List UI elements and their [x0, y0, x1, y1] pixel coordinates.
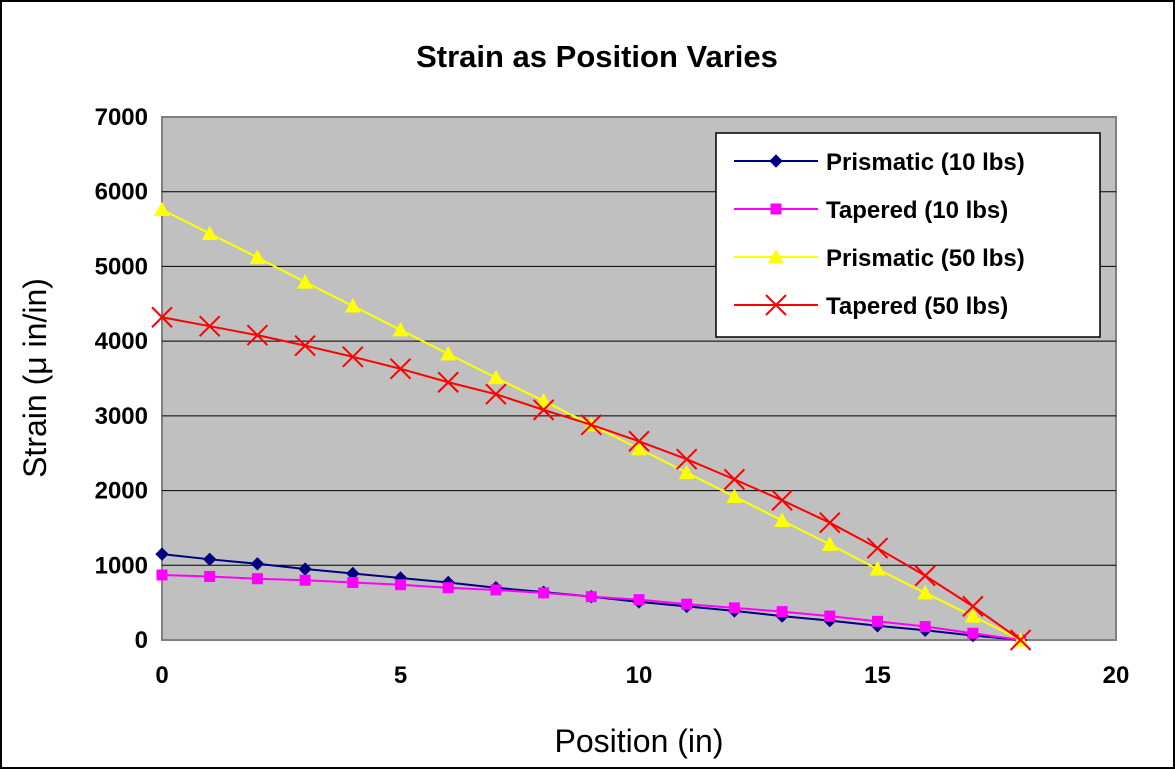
data-point — [1009, 629, 1032, 651]
data-point — [249, 249, 266, 264]
y-tick-label: 5000 — [95, 253, 148, 280]
x-tick-label: 0 — [155, 662, 168, 689]
data-point — [532, 399, 555, 421]
x-tick-label: 15 — [864, 662, 891, 689]
data-point — [395, 579, 406, 591]
data-point — [585, 591, 597, 603]
x-axis-label: Position (in) — [555, 723, 724, 759]
y-axis-ticks: 0 1000 2000 3000 4000 5000 6000 7000 — [95, 104, 148, 654]
x-tick-label: 10 — [626, 662, 653, 689]
data-point — [819, 511, 841, 534]
series-4 — [151, 306, 1032, 651]
data-point — [675, 448, 698, 470]
data-point — [297, 274, 313, 289]
data-point — [294, 334, 316, 357]
data-point — [392, 321, 409, 337]
data-point — [681, 598, 693, 610]
y-axis-label: Strain (μ in/in) — [17, 278, 53, 478]
x-tick-label: 5 — [394, 662, 407, 689]
data-point — [299, 574, 311, 586]
y-tick-label: 0 — [135, 627, 148, 654]
data-point — [580, 414, 603, 436]
legend-marker — [770, 203, 782, 215]
data-point — [389, 358, 412, 380]
data-point — [204, 570, 216, 582]
legend: Prismatic (10 lbs) Tapered (10 lbs) Prisma… — [715, 132, 1101, 338]
legend-label: Prismatic (50 lbs) — [826, 245, 1025, 272]
y-tick-label: 7000 — [95, 104, 148, 131]
legend-box — [715, 132, 1101, 338]
data-point — [771, 489, 793, 511]
data-point — [866, 537, 889, 559]
data-point — [342, 346, 364, 368]
data-point — [442, 582, 454, 594]
y-tick-label: 3000 — [95, 403, 148, 430]
legend-label: Tapered (10 lbs) — [826, 197, 1008, 224]
data-point — [965, 608, 981, 623]
y-tick-label: 2000 — [95, 478, 148, 505]
data-point — [202, 552, 217, 567]
data-point — [633, 594, 645, 606]
data-point — [962, 595, 984, 618]
data-point — [437, 371, 459, 393]
data-point — [869, 560, 886, 576]
data-point — [154, 201, 170, 217]
data-point — [488, 369, 504, 385]
legend-marker — [769, 154, 783, 168]
data-point — [251, 573, 263, 585]
data-point — [728, 602, 740, 614]
data-point — [631, 440, 647, 456]
y-tick-label: 6000 — [95, 179, 148, 206]
x-axis-ticks: 0 5 10 15 20 — [155, 662, 1129, 689]
data-point — [490, 584, 502, 596]
data-point — [824, 610, 836, 622]
data-point — [347, 576, 359, 588]
data-point — [344, 297, 361, 313]
data-point — [917, 584, 934, 600]
data-point — [155, 547, 169, 561]
legend-marker — [765, 294, 787, 316]
x-tick-label: 20 — [1103, 662, 1130, 689]
y-tick-label: 4000 — [95, 328, 148, 355]
data-point — [535, 392, 552, 408]
data-point — [723, 468, 746, 491]
y-tick-label: 1000 — [95, 552, 148, 579]
data-point — [914, 565, 936, 587]
data-point — [726, 488, 743, 504]
data-point — [151, 306, 173, 328]
legend-marker — [768, 248, 784, 264]
data-point — [156, 569, 168, 581]
data-point — [821, 536, 838, 551]
legend-label: Prismatic (10 lbs) — [826, 149, 1025, 176]
data-point — [485, 383, 507, 405]
data-point — [628, 430, 650, 452]
series-layer — [151, 201, 1032, 651]
data-point — [246, 324, 269, 346]
data-point — [919, 621, 931, 633]
data-point — [250, 557, 265, 571]
data-point — [872, 615, 883, 627]
data-point — [678, 464, 695, 480]
data-point — [967, 627, 979, 639]
data-point — [440, 345, 457, 361]
data-point — [198, 315, 221, 337]
data-point — [538, 587, 550, 599]
chart-title: Strain as Position Varies — [416, 39, 778, 74]
data-point — [776, 606, 788, 618]
data-point — [201, 225, 218, 241]
legend-label: Tapered (50 lbs) — [826, 293, 1008, 320]
data-point — [774, 512, 790, 527]
